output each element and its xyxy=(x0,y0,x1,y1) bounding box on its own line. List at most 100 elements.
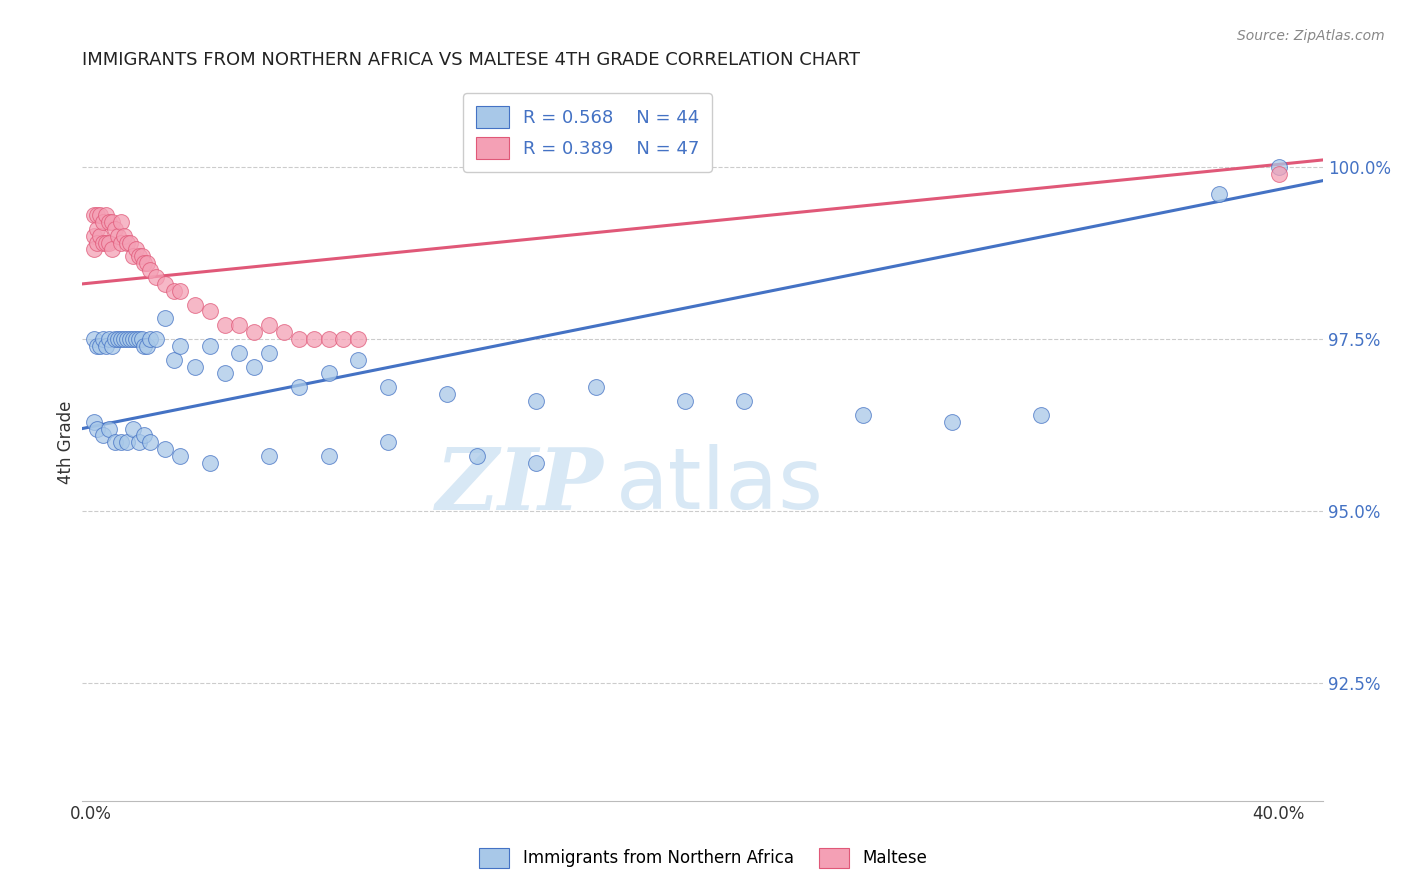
Point xyxy=(121,332,143,346)
Text: ZIP: ZIP xyxy=(436,443,603,527)
Point xyxy=(465,449,488,463)
Point xyxy=(318,332,340,346)
Point xyxy=(94,339,117,353)
Point xyxy=(131,332,153,346)
Point xyxy=(585,380,607,394)
Point xyxy=(112,228,135,243)
Point xyxy=(104,332,127,346)
Point xyxy=(83,208,105,222)
Point xyxy=(101,215,124,229)
Point xyxy=(288,380,311,394)
Point xyxy=(110,215,132,229)
Point xyxy=(214,318,236,333)
Point xyxy=(128,435,150,450)
Point xyxy=(302,332,325,346)
Point xyxy=(83,243,105,257)
Point xyxy=(1267,160,1289,174)
Point xyxy=(110,435,132,450)
Point xyxy=(1208,187,1230,202)
Point xyxy=(91,428,114,442)
Point xyxy=(169,339,191,353)
Legend: Immigrants from Northern Africa, Maltese: Immigrants from Northern Africa, Maltese xyxy=(472,841,934,875)
Point xyxy=(124,243,146,257)
Point xyxy=(107,332,129,346)
Point xyxy=(121,421,143,435)
Point xyxy=(169,449,191,463)
Point xyxy=(243,359,266,374)
Point xyxy=(198,456,221,470)
Point xyxy=(110,332,132,346)
Point xyxy=(121,249,143,263)
Point xyxy=(101,339,124,353)
Point xyxy=(257,449,280,463)
Point xyxy=(228,318,250,333)
Point xyxy=(145,270,167,285)
Point xyxy=(136,256,159,270)
Point xyxy=(318,449,340,463)
Point xyxy=(86,235,108,250)
Point xyxy=(86,339,108,353)
Point xyxy=(86,421,108,435)
Point xyxy=(83,228,105,243)
Point xyxy=(83,415,105,429)
Point xyxy=(89,228,111,243)
Point xyxy=(228,346,250,360)
Point xyxy=(104,222,127,236)
Point xyxy=(112,332,135,346)
Point xyxy=(163,352,186,367)
Point xyxy=(139,332,162,346)
Point xyxy=(155,442,177,457)
Point xyxy=(86,208,108,222)
Point xyxy=(318,367,340,381)
Point xyxy=(91,235,114,250)
Point xyxy=(1029,408,1052,422)
Point xyxy=(97,332,120,346)
Point xyxy=(163,284,186,298)
Point xyxy=(97,215,120,229)
Point xyxy=(94,208,117,222)
Point xyxy=(257,346,280,360)
Point xyxy=(107,228,129,243)
Point xyxy=(115,435,138,450)
Text: atlas: atlas xyxy=(616,444,824,527)
Point xyxy=(101,243,124,257)
Point xyxy=(128,332,150,346)
Legend: R = 0.568    N = 44, R = 0.389    N = 47: R = 0.568 N = 44, R = 0.389 N = 47 xyxy=(464,93,711,171)
Point xyxy=(139,263,162,277)
Point xyxy=(198,339,221,353)
Point xyxy=(89,339,111,353)
Point xyxy=(184,359,207,374)
Point xyxy=(97,421,120,435)
Point xyxy=(214,367,236,381)
Y-axis label: 4th Grade: 4th Grade xyxy=(58,401,75,484)
Point xyxy=(377,435,399,450)
Point xyxy=(134,256,156,270)
Point xyxy=(134,339,156,353)
Point xyxy=(89,208,111,222)
Point xyxy=(243,325,266,339)
Point xyxy=(91,332,114,346)
Point xyxy=(184,297,207,311)
Point xyxy=(377,380,399,394)
Point xyxy=(86,222,108,236)
Point xyxy=(118,235,141,250)
Point xyxy=(155,311,177,326)
Point xyxy=(134,428,156,442)
Point xyxy=(115,332,138,346)
Point xyxy=(941,415,963,429)
Point xyxy=(1267,167,1289,181)
Point xyxy=(673,394,696,409)
Point xyxy=(94,235,117,250)
Point xyxy=(524,394,547,409)
Point xyxy=(155,277,177,291)
Text: IMMIGRANTS FROM NORTHERN AFRICA VS MALTESE 4TH GRADE CORRELATION CHART: IMMIGRANTS FROM NORTHERN AFRICA VS MALTE… xyxy=(82,51,860,69)
Point xyxy=(347,332,370,346)
Point xyxy=(273,325,295,339)
Point xyxy=(124,332,146,346)
Point xyxy=(83,332,105,346)
Point xyxy=(118,332,141,346)
Point xyxy=(347,352,370,367)
Point xyxy=(257,318,280,333)
Point xyxy=(288,332,311,346)
Point xyxy=(169,284,191,298)
